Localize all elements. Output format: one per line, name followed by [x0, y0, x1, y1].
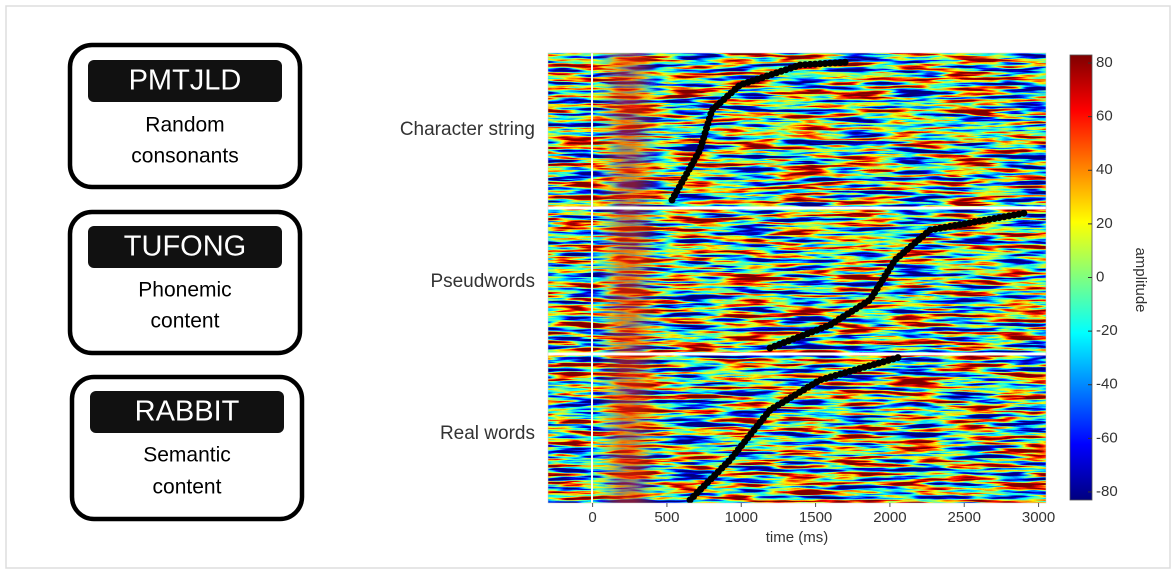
colorbar-tick-label: 0 [1096, 268, 1104, 285]
colorbar-tick-label: 40 [1096, 161, 1113, 178]
colorbar-tick-label: -20 [1096, 322, 1118, 339]
x-tick-label: 2500 [948, 509, 981, 526]
row-label: Real words [440, 423, 535, 444]
x-tick-label: 2000 [873, 509, 906, 526]
x-tick-label: 0 [588, 509, 596, 526]
colorbar-tick-label: 60 [1096, 108, 1113, 125]
colorbar-tick-label: -40 [1096, 376, 1118, 393]
stimulus-description: Semantic [143, 444, 231, 467]
stimulus-box: PMTJLD Random consonants [67, 42, 303, 190]
x-tick-label: 3000 [1022, 509, 1055, 526]
stimulus-description: Random [145, 114, 224, 137]
stimulus-description: consonants [131, 145, 238, 168]
x-tick-label: 1500 [799, 509, 832, 526]
response-dots [668, 58, 1029, 503]
row-label: Pseudwords [430, 271, 535, 292]
x-axis-label: time (ms) [766, 529, 829, 546]
stimulus-description: content [151, 310, 220, 333]
colorbar-tick-label: 80 [1096, 54, 1113, 71]
stimulus-description: content [153, 476, 222, 499]
colorbar-tick-label: 20 [1096, 215, 1113, 232]
stimulus-word: TUFONG [124, 231, 246, 263]
stimulus-box: TUFONG Phonemic content [67, 209, 303, 356]
row-label: Character string [400, 119, 535, 140]
colorbar-label: amplitude [1132, 247, 1149, 312]
colorbar-tick-label: -60 [1096, 429, 1118, 446]
colorbar-tick-label: -80 [1096, 483, 1118, 500]
x-tick-label: 1000 [725, 509, 758, 526]
stimulus-word: RABBIT [135, 396, 240, 428]
stimulus-word: PMTJLD [129, 65, 242, 97]
stimulus-description: Phonemic [138, 279, 231, 302]
x-tick-label: 500 [654, 509, 679, 526]
heatmap [548, 53, 1046, 503]
stimulus-box: RABBIT Semantic content [69, 374, 305, 522]
